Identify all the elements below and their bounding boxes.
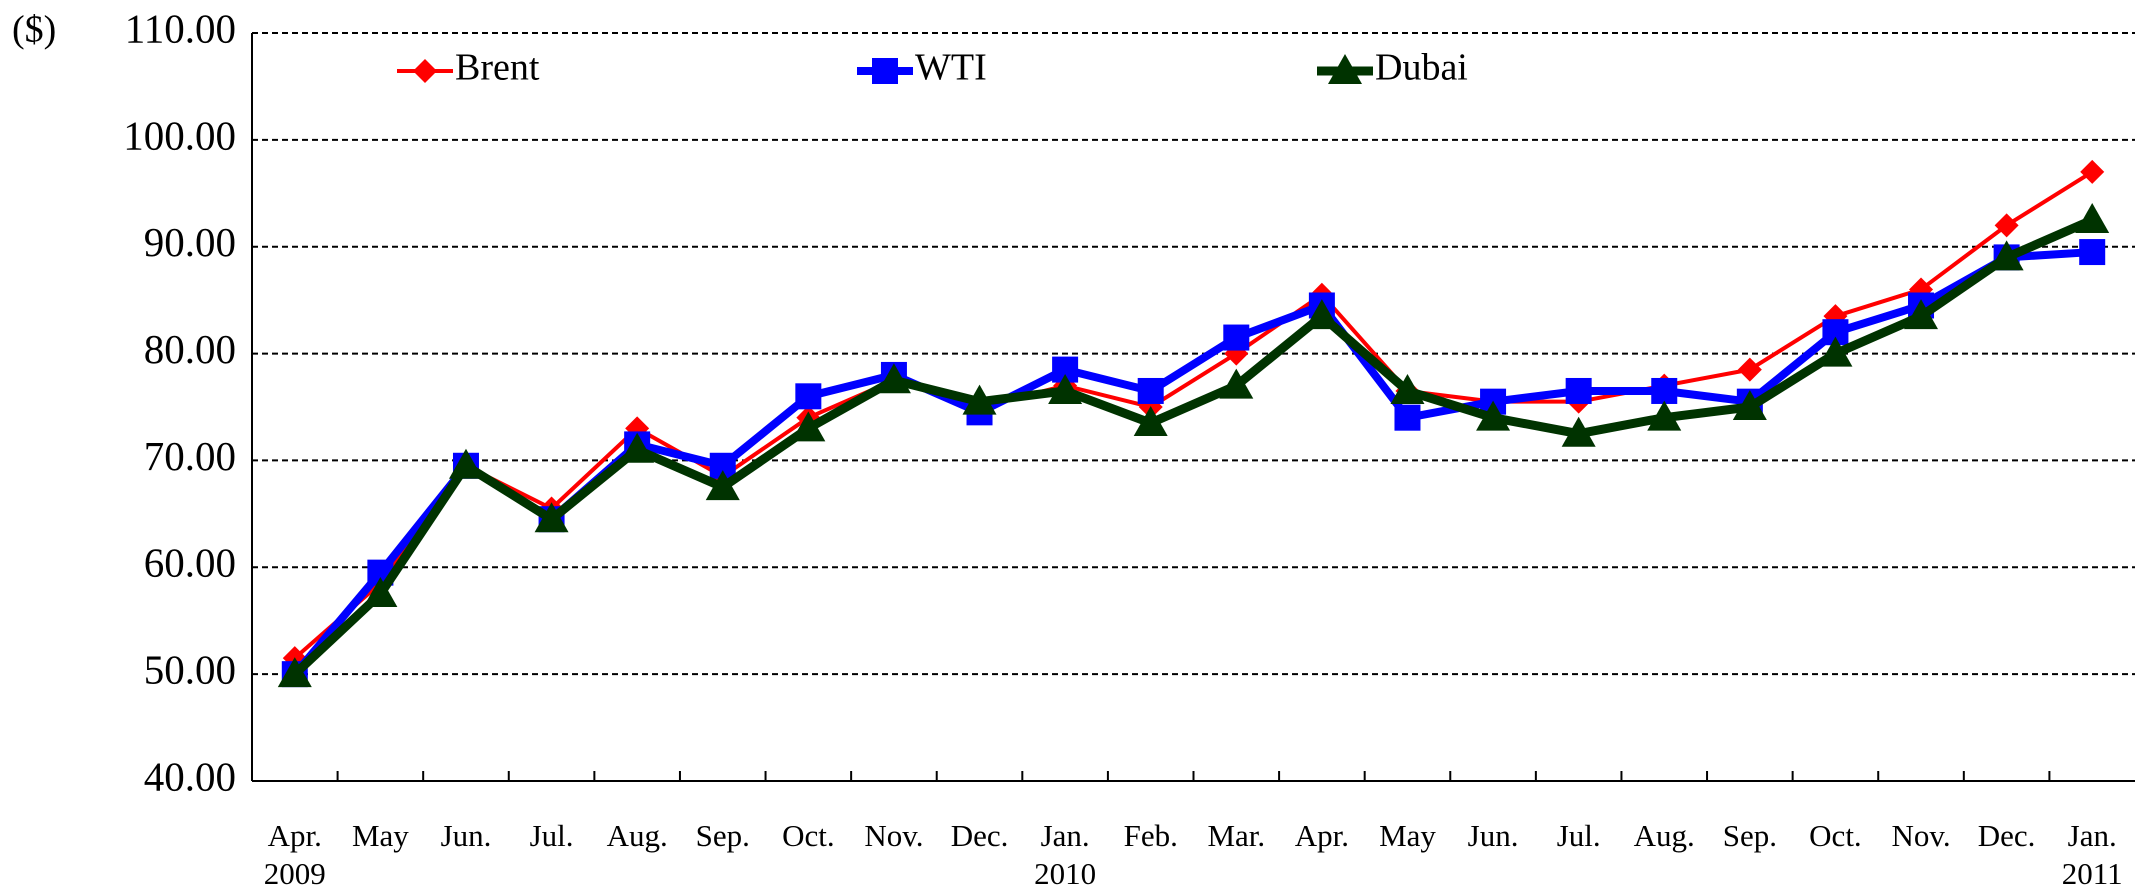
legend-label: WTI xyxy=(915,47,987,89)
data-point xyxy=(1137,377,1164,404)
data-point xyxy=(2080,159,2105,184)
x-tick-label: Nov. xyxy=(864,818,923,853)
x-tick-label: Apr. xyxy=(1295,818,1349,853)
x-tick-label: May xyxy=(352,818,409,853)
x-tick-label: Jun. xyxy=(1468,818,1519,853)
x-year-label: 2010 xyxy=(1034,856,1096,891)
x-tick-label: Mar. xyxy=(1207,818,1265,853)
legend-marker xyxy=(413,59,437,83)
data-point xyxy=(1994,213,2019,238)
data-point xyxy=(1476,400,1511,431)
y-tick-label: 70.00 xyxy=(144,433,236,479)
data-point xyxy=(1651,377,1678,404)
data-point xyxy=(876,363,911,394)
x-tick-label: Apr. xyxy=(268,818,322,853)
x-tick-label: Jul. xyxy=(530,818,574,853)
x-tick-label: May xyxy=(1379,818,1436,853)
data-point xyxy=(620,432,655,463)
data-point xyxy=(534,502,569,533)
x-tick-label: Feb. xyxy=(1124,818,1178,853)
data-point xyxy=(1304,299,1339,330)
data-point xyxy=(1565,377,1592,404)
y-tick-label: 50.00 xyxy=(144,647,236,693)
series-line xyxy=(291,215,2095,678)
data-point xyxy=(448,448,483,479)
x-tick-label: Aug. xyxy=(607,818,668,853)
data-point xyxy=(795,383,822,410)
data-point xyxy=(791,411,826,442)
y-tick-label: 60.00 xyxy=(144,540,236,586)
x-tick-label: Oct. xyxy=(782,818,835,853)
data-point xyxy=(1904,299,1939,330)
data-point xyxy=(1647,400,1682,431)
data-point xyxy=(363,577,398,607)
data-point xyxy=(277,657,312,688)
x-year-label: 2011 xyxy=(2062,856,2123,891)
x-tick-label: Nov. xyxy=(1891,818,1950,853)
data-point xyxy=(1561,416,1596,447)
x-tick-label: Dec. xyxy=(1978,818,2036,853)
data-point xyxy=(1394,404,1421,431)
data-point xyxy=(1219,368,1254,399)
data-point xyxy=(1818,336,1853,367)
x-tick-label: Jun. xyxy=(441,818,492,853)
data-point xyxy=(1737,357,1762,382)
data-point xyxy=(1223,324,1250,351)
x-tick-label: Sep. xyxy=(696,818,750,853)
x-tick-label: Oct. xyxy=(1809,818,1862,853)
y-tick-label: 40.00 xyxy=(144,753,236,799)
x-year-label: 2009 xyxy=(264,856,326,891)
legend-label: Dubai xyxy=(1375,47,1468,89)
data-point xyxy=(2075,203,2110,233)
data-point xyxy=(1048,373,1083,404)
data-point xyxy=(1133,406,1168,437)
data-point xyxy=(962,384,997,415)
y-axis-label: ($) xyxy=(12,9,56,51)
data-point xyxy=(1390,373,1425,404)
x-tick-label: Aug. xyxy=(1634,818,1695,853)
y-tick-label: 100.00 xyxy=(123,112,236,158)
data-point xyxy=(1732,390,1767,420)
x-tick-label: Jan. xyxy=(2068,818,2117,853)
y-tick-label: 80.00 xyxy=(144,326,236,372)
x-tick-label: Sep. xyxy=(1723,818,1777,853)
legend-label: Brent xyxy=(455,47,540,89)
legend-marker xyxy=(872,58,898,84)
y-tick-label: 110.00 xyxy=(125,5,236,51)
legend-marker xyxy=(1328,54,1362,84)
data-point xyxy=(1989,240,2024,271)
data-point xyxy=(2079,239,2106,266)
x-tick-label: Dec. xyxy=(951,818,1009,853)
x-tick-label: Jul. xyxy=(1557,818,1601,853)
data-point xyxy=(705,470,740,501)
y-tick-label: 90.00 xyxy=(144,219,236,265)
x-tick-label: Jan. xyxy=(1041,818,1090,853)
series-line xyxy=(291,248,2093,677)
series-line xyxy=(293,170,2094,660)
